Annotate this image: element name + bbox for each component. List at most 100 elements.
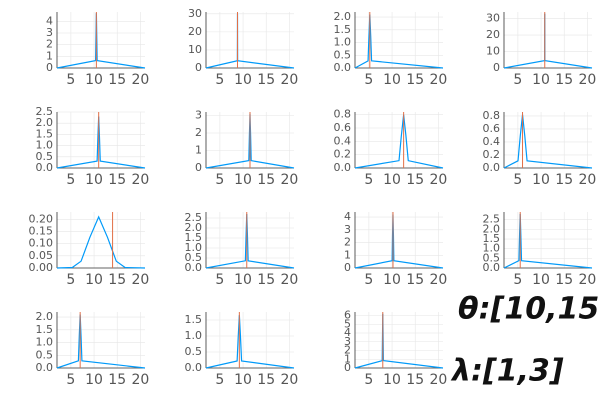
y-tick-label: 1 (344, 352, 351, 365)
x-tick-label: 20 (578, 272, 596, 288)
subplot: 0.00.51.01.52.0 5 10 15 20 (334, 10, 448, 88)
x-tick-label: 20 (280, 72, 298, 88)
y-tick-label: 1.5 (483, 232, 501, 245)
y-tick-label: 0.2 (483, 148, 501, 161)
y-tick-label: 1.0 (483, 242, 501, 255)
x-tick-label: 15 (257, 72, 275, 88)
y-tick-label: 0.0 (185, 361, 203, 374)
x-tick-label: 20 (131, 372, 149, 388)
x-tick-label: 20 (429, 272, 447, 288)
x-tick-label: 5 (66, 272, 75, 288)
density-line (205, 213, 295, 269)
x-tick-label: 15 (555, 172, 573, 188)
y-tick-label: 2.0 (483, 222, 501, 235)
x-tick-label: 5 (513, 72, 522, 88)
y-tick-label: 0 (493, 61, 500, 74)
y-tick-label: 1.5 (185, 313, 203, 326)
x-tick-label: 20 (280, 372, 298, 388)
y-tick-label: 0.5 (334, 48, 352, 61)
y-tick-label: 0.8 (334, 108, 352, 121)
density-line (503, 13, 593, 69)
x-tick-label: 10 (383, 72, 401, 88)
subplot: 0.00.20.40.60.8 5 10 15 20 (334, 108, 448, 188)
y-tick-label: 0.10 (29, 237, 54, 250)
x-tick-label: 10 (234, 272, 252, 288)
y-tick-label: 2 (344, 344, 351, 357)
density-line (205, 13, 295, 69)
x-tick-label: 5 (215, 272, 224, 288)
y-tick-label: 1.5 (334, 23, 352, 36)
subplot: 0 1 2 3 5 10 15 20 (195, 109, 298, 189)
y-tick-label: 1.0 (185, 329, 203, 342)
x-tick-label: 5 (66, 72, 75, 88)
density-line (56, 215, 146, 269)
y-tick-label: 2.5 (483, 213, 501, 226)
x-tick-label: 10 (383, 272, 401, 288)
x-tick-label: 5 (364, 172, 373, 188)
x-tick-label: 10 (85, 72, 103, 88)
y-tick-label: 0.0 (483, 161, 501, 174)
subplot: 0.00.51.01.52.0 5 10 15 20 (36, 310, 150, 388)
x-tick-label: 15 (108, 172, 126, 188)
y-tick-label: 30 (188, 7, 202, 20)
y-tick-label: 2.0 (36, 310, 54, 323)
y-tick-label: 3 (195, 109, 202, 122)
y-tick-label: 4 (344, 210, 351, 223)
x-tick-label: 5 (364, 272, 373, 288)
x-tick-label: 20 (578, 172, 596, 188)
y-tick-label: 0.6 (483, 122, 501, 135)
x-tick-label: 15 (257, 272, 275, 288)
y-tick-label: 0 (195, 61, 202, 74)
x-tick-label: 15 (257, 372, 275, 388)
x-tick-label: 15 (108, 72, 126, 88)
x-tick-label: 10 (383, 172, 401, 188)
x-tick-label: 15 (406, 72, 424, 88)
x-tick-label: 20 (131, 172, 149, 188)
y-tick-label: 2.0 (185, 221, 203, 234)
x-tick-label: 15 (555, 72, 573, 88)
x-tick-label: 15 (406, 172, 424, 188)
x-tick-label: 5 (364, 372, 373, 388)
y-tick-label: 3 (344, 223, 351, 236)
y-tick-label: 0.05 (29, 249, 54, 262)
x-tick-label: 20 (280, 272, 298, 288)
y-tick-label: 0.15 (29, 224, 54, 237)
y-tick-label: 0.0 (185, 261, 203, 274)
x-tick-label: 10 (85, 272, 103, 288)
density-line (354, 214, 444, 269)
y-tick-label: 2.5 (185, 211, 203, 224)
y-tick-label: 1.0 (36, 139, 54, 152)
y-tick-label: 0.4 (334, 134, 352, 147)
y-tick-label: 0 (344, 261, 351, 274)
y-tick-label: 2.0 (36, 116, 54, 129)
y-tick-label: 4 (344, 326, 351, 339)
y-tick-label: 2 (344, 236, 351, 249)
y-tick-label: 0.0 (334, 161, 352, 174)
y-tick-label: 0 (344, 361, 351, 374)
x-tick-label: 15 (406, 272, 424, 288)
x-tick-label: 15 (108, 272, 126, 288)
subplot: 0.000.050.100.150.20 5 10 15 20 (29, 212, 149, 288)
y-tick-label: 0 (46, 61, 53, 74)
subplot: 0.00.51.01.52.02.5 5 10 15 20 (483, 212, 596, 288)
x-tick-label: 15 (555, 272, 573, 288)
x-tick-label: 5 (215, 172, 224, 188)
y-tick-label: 0.6 (334, 121, 352, 134)
x-tick-label: 20 (429, 72, 447, 88)
y-tick-label: 2 (46, 38, 53, 51)
density-line (205, 315, 295, 369)
y-tick-label: 6 (344, 309, 351, 322)
y-tick-label: 0.20 (29, 212, 54, 225)
subplot: 0.0 0.5 1.0 1.5 5 10 15 20 (185, 312, 298, 388)
subplot: 0.00.51.01.52.02.5 5 10 15 20 (185, 211, 299, 288)
x-tick-label: 20 (280, 172, 298, 188)
subplot: 0 10 20 30 5 10 15 20 (486, 12, 596, 88)
y-tick-label: 0.8 (483, 109, 501, 122)
x-tick-label: 10 (85, 172, 103, 188)
x-tick-label: 20 (131, 72, 149, 88)
y-tick-label: 1.0 (185, 241, 203, 254)
x-tick-label: 10 (532, 172, 550, 188)
x-tick-label: 10 (532, 272, 550, 288)
